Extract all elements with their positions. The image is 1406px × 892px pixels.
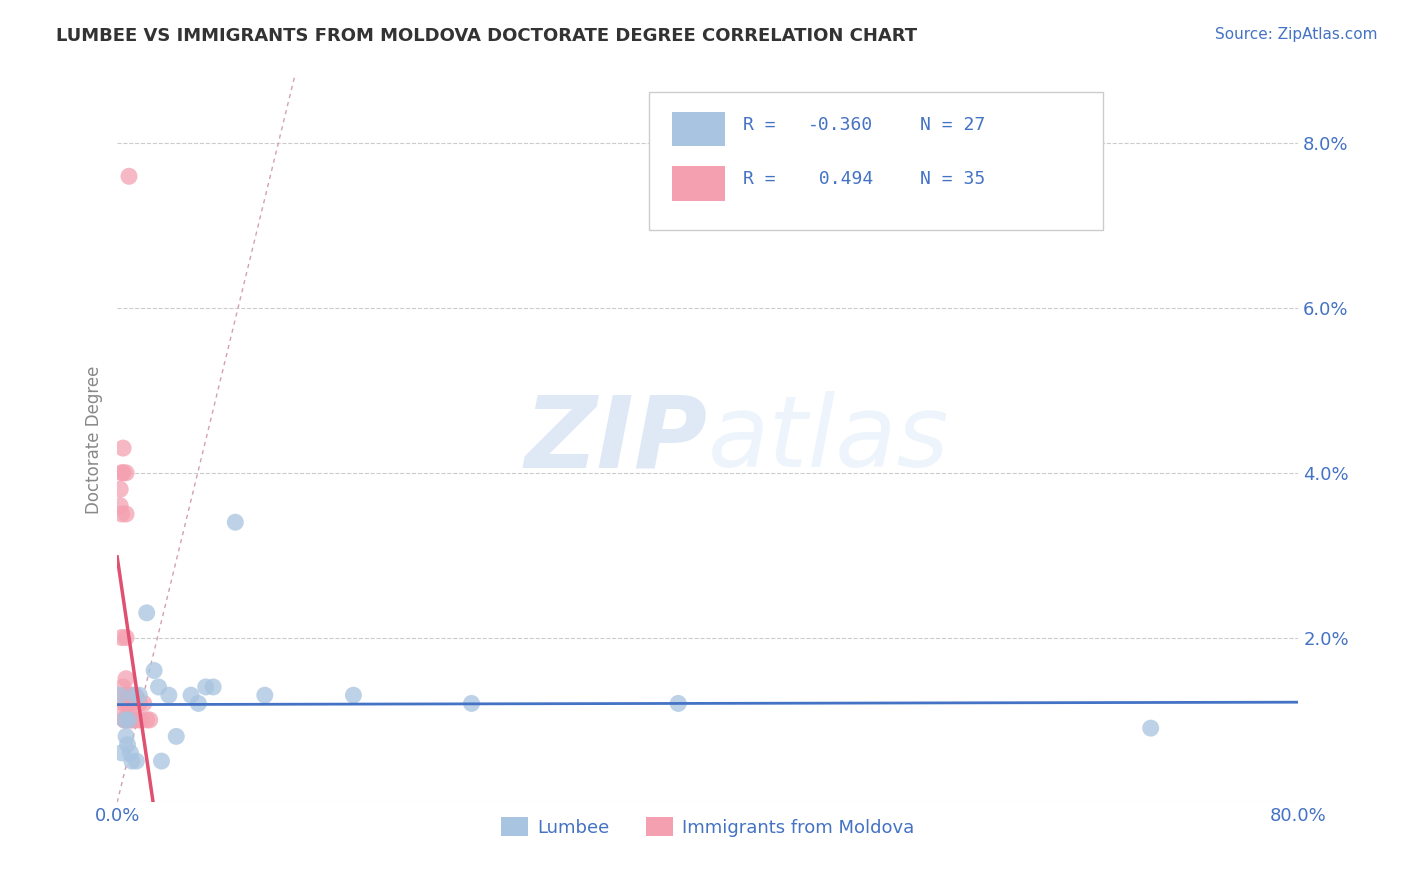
Point (115, 466, 138, 480)
Point (117, 697, 139, 711)
Point (118, 688, 141, 702)
Text: Source: ZipAtlas.com: Source: ZipAtlas.com (1215, 27, 1378, 42)
Point (121, 713, 143, 727)
Point (110, 631, 132, 645)
Point (115, 631, 138, 645)
FancyBboxPatch shape (648, 92, 1104, 229)
Point (150, 754, 173, 768)
Point (114, 713, 136, 727)
Point (121, 754, 143, 768)
Point (187, 697, 209, 711)
Point (121, 697, 143, 711)
Point (110, 746, 132, 760)
Text: LUMBEE VS IMMIGRANTS FROM MOLDOVA DOCTORATE DEGREE CORRELATION CHART: LUMBEE VS IMMIGRANTS FROM MOLDOVA DOCTOR… (56, 27, 917, 45)
Point (342, 688, 364, 702)
Point (460, 697, 482, 711)
Point (112, 680, 135, 694)
Point (124, 688, 146, 702)
Point (125, 754, 148, 768)
Point (157, 688, 180, 702)
Point (112, 441, 135, 455)
FancyBboxPatch shape (672, 112, 725, 146)
Text: atlas: atlas (707, 392, 949, 488)
Point (117, 713, 139, 727)
Point (124, 713, 146, 727)
Point (124, 688, 146, 702)
Point (135, 713, 157, 727)
Point (118, 705, 141, 719)
Point (138, 713, 160, 727)
Point (132, 697, 155, 711)
Text: R =: R = (744, 169, 787, 188)
Text: ZIP: ZIP (524, 392, 707, 488)
Point (120, 746, 142, 760)
Point (115, 507, 138, 521)
Point (135, 606, 157, 620)
Point (115, 730, 138, 744)
Point (253, 688, 276, 702)
Text: N = 35: N = 35 (921, 169, 986, 188)
Point (112, 466, 135, 480)
Point (165, 730, 187, 744)
Point (127, 713, 149, 727)
Point (180, 688, 202, 702)
Point (114, 697, 136, 711)
Text: -0.360: -0.360 (808, 116, 873, 134)
Text: R =: R = (744, 116, 787, 134)
Point (114, 688, 136, 702)
Point (120, 713, 142, 727)
Point (114, 705, 136, 719)
Point (128, 697, 150, 711)
Point (115, 672, 138, 686)
Point (117, 738, 139, 752)
Point (202, 680, 225, 694)
Point (114, 713, 136, 727)
Point (108, 499, 131, 513)
FancyBboxPatch shape (672, 166, 725, 201)
Point (108, 688, 131, 702)
Point (121, 688, 143, 702)
Point (110, 507, 132, 521)
Point (1139, 721, 1161, 735)
Point (108, 483, 131, 497)
Point (194, 680, 217, 694)
Point (118, 697, 141, 711)
Legend: Lumbee, Immigrants from Moldova: Lumbee, Immigrants from Moldova (494, 810, 921, 844)
Point (224, 515, 246, 529)
Point (143, 664, 166, 678)
Point (666, 697, 689, 711)
Y-axis label: Doctorate Degree: Doctorate Degree (86, 366, 103, 514)
Point (148, 680, 170, 694)
Point (118, 713, 141, 727)
Point (110, 466, 132, 480)
Text: 0.494: 0.494 (808, 169, 873, 188)
Point (128, 688, 150, 702)
Text: N = 27: N = 27 (921, 116, 986, 134)
Point (117, 688, 139, 702)
Point (114, 713, 136, 727)
Point (129, 713, 152, 727)
Point (118, 169, 141, 184)
